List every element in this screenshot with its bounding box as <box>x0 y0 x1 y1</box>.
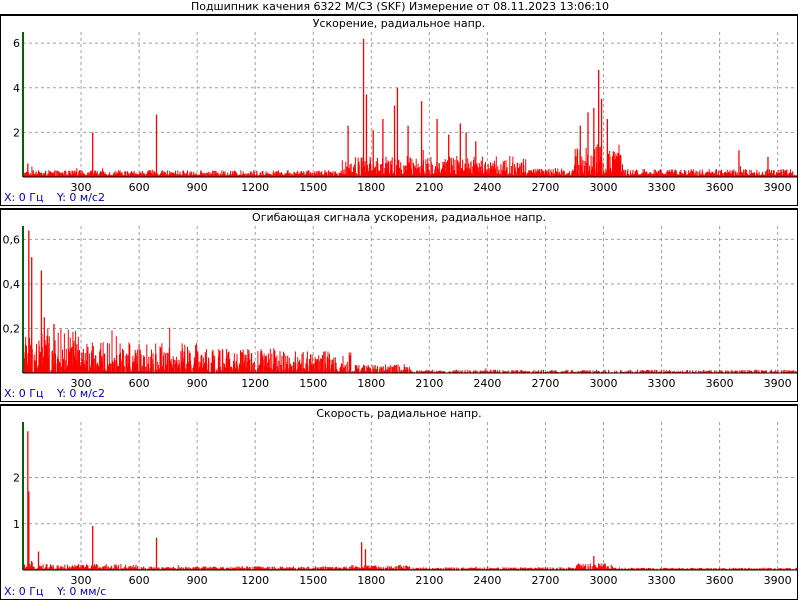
x-tick-label: 3000 <box>590 181 618 194</box>
x-tick-label: 2100 <box>415 574 443 587</box>
x-tick-label: 2700 <box>531 181 559 194</box>
spectrum-peaks <box>27 431 595 570</box>
x-tick-label: 3600 <box>706 574 734 587</box>
y-tick-label: 0,4 <box>3 278 21 291</box>
y-tick-label: 6 <box>13 37 20 50</box>
x-tick-label: 2700 <box>531 377 559 390</box>
y-tick-label: 0,6 <box>3 233 21 246</box>
x-tick-label: 2400 <box>473 181 501 194</box>
envelope-chart-title: Огибающая сигнала ускорения, радиальное … <box>252 211 546 224</box>
x-tick-label: 300 <box>71 574 92 587</box>
cursor-x-readout: X: 0 Гц <box>4 387 44 400</box>
x-tick-label: 3600 <box>706 377 734 390</box>
x-tick-label: 2100 <box>415 377 443 390</box>
x-tick-label: 1800 <box>357 181 385 194</box>
x-tick-label: 900 <box>187 377 208 390</box>
x-tick-label: 3000 <box>590 574 618 587</box>
cursor-x-readout: X: 0 Гц <box>4 585 44 598</box>
grid-lines <box>23 422 797 570</box>
x-tick-label: 3900 <box>764 574 792 587</box>
x-tick-label: 3300 <box>648 181 676 194</box>
x-tick-label: 3300 <box>648 377 676 390</box>
velocity-cursor-readout: X: 0 Гц Y: 0 мм/с <box>4 585 116 598</box>
x-tick-label: 300 <box>71 377 92 390</box>
cursor-y-readout: Y: 0 м/с2 <box>56 191 105 204</box>
acceleration-chart-title: Ускорение, радиальное напр. <box>312 17 486 30</box>
x-tick-label: 3300 <box>648 574 676 587</box>
x-tick-label: 2100 <box>415 181 443 194</box>
spectrum-peaks <box>27 38 769 177</box>
x-tick-label: 1500 <box>299 181 327 194</box>
velocity-chart-title: Скорость, радиальное напр. <box>316 407 482 420</box>
x-tick-label: 1200 <box>241 574 269 587</box>
velocity-spectrum-panel[interactable]: 300 600 900 1200 1500 1800 2100 2400 2700 3000 330… <box>0 404 798 600</box>
x-tick-label: 1500 <box>299 574 327 587</box>
x-tick-label: 3900 <box>764 181 792 194</box>
velocity-spectrum-chart[interactable]: 300 600 900 1200 1500 1800 2100 2400 2700 3000 330… <box>1 406 797 598</box>
x-tick-label: 1800 <box>357 574 385 587</box>
x-tick-label: 3900 <box>764 377 792 390</box>
x-tick-label: 900 <box>187 181 208 194</box>
x-tick-label: 600 <box>129 377 150 390</box>
x-tick-label: 2400 <box>473 574 501 587</box>
y-tick-label: 0,2 <box>3 322 21 335</box>
cursor-y-readout: Y: 0 мм/с <box>56 585 107 598</box>
x-tick-label: 1200 <box>241 181 269 194</box>
cursor-x-readout: X: 0 Гц <box>4 191 44 204</box>
x-tick-label: 1500 <box>299 377 327 390</box>
x-tick-label: 3000 <box>590 377 618 390</box>
y-tick-label: 2 <box>13 472 20 485</box>
acceleration-spectrum-panel[interactable]: 300 600 900 1200 1500 1800 2100 2400 2700 3000 330… <box>0 14 798 206</box>
y-tick-label: 2 <box>13 126 20 139</box>
spectrum-peaks <box>28 230 55 373</box>
acceleration-cursor-readout: X: 0 Гц Y: 0 м/с2 <box>4 191 115 204</box>
x-tick-label: 600 <box>129 181 150 194</box>
window-title: Подшипник качения 6322 M/C3 (SKF) Измере… <box>190 0 610 13</box>
x-tick-label: 300 <box>71 181 92 194</box>
x-tick-label: 900 <box>187 574 208 587</box>
x-tick-label: 2700 <box>531 574 559 587</box>
x-tick-label: 600 <box>129 574 150 587</box>
x-tick-label: 2400 <box>473 377 501 390</box>
y-tick-label: 4 <box>13 82 20 95</box>
grid-lines <box>23 32 797 177</box>
x-tick-label: 3600 <box>706 181 734 194</box>
cursor-y-readout: Y: 0 м/с2 <box>56 387 105 400</box>
y-tick-label: 1 <box>13 518 20 531</box>
acceleration-spectrum-chart[interactable]: 300 600 900 1200 1500 1800 2100 2400 2700 3000 330… <box>1 16 797 204</box>
x-tick-label: 1800 <box>357 377 385 390</box>
envelope-spectrum-panel[interactable]: 300 600 900 1200 1500 1800 2100 2400 2700 3000 330… <box>0 208 798 402</box>
envelope-spectrum-chart[interactable]: 300 600 900 1200 1500 1800 2100 2400 2700 3000 330… <box>1 210 797 400</box>
x-tick-label: 1200 <box>241 377 269 390</box>
envelope-cursor-readout: X: 0 Гц Y: 0 м/с2 <box>4 387 115 400</box>
